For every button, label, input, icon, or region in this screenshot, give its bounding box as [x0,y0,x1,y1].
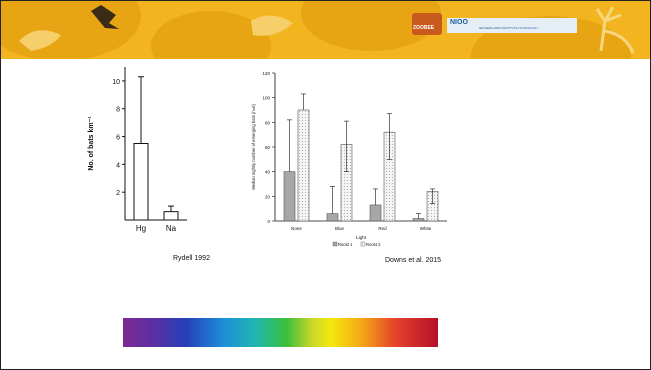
legend-swatch-roost1 [332,241,338,247]
x-tick-label: None [291,226,302,231]
x-tick-label: White [420,226,432,231]
y-tick-label: 6 [116,135,120,142]
caption-downs: Downs et al. 2015 [385,257,442,264]
bird-icon [91,5,119,29]
bar-blue-roost1 [326,213,339,222]
y-tick-label: 0 [267,219,270,224]
header-banner: ZOOBEE NIOO NETHERLANDS INSTITUTE OF ECO… [1,1,650,59]
y-tick-label: 60 [265,145,271,150]
bar-none-roost2 [297,109,310,222]
nioo-logo: NIOO NETHERLANDS INSTITUTE OF ECOLOGY [447,18,577,33]
y-tick-label: 40 [265,170,271,175]
y-tick-label: 80 [265,120,271,125]
bar-none-roost1 [283,171,296,222]
x-axis-label: Light [356,235,367,240]
x-tick-label: Red [378,226,387,231]
x-tick-label: Na [166,224,177,233]
chart-rydell: 2 4 6 8 10 No. of bats km⁻¹ Hg Na [88,67,187,233]
bar-hg [133,143,149,221]
y-tick-label: 4 [116,162,120,169]
deer-icon [595,6,635,54]
frog-icon [251,15,293,36]
caption-rydell: Rydell 1992 [173,255,210,262]
bar-red-roost1 [369,204,382,222]
zoobee-logo: ZOOBEE [412,13,442,35]
bar-white-roost1 [412,218,425,222]
banner-animal-silhouettes [19,5,635,54]
x-tick-label: Hg [136,224,146,233]
legend-swatch-roost2 [360,241,366,247]
chart-downs: 0 20 40 60 80 100 120 Median nightly number of … [251,71,447,247]
y-tick-label: 2 [116,190,120,197]
y-tick-label: 100 [262,96,270,101]
light-spectrum-bar [123,318,438,347]
y-tick-label: 10 [112,79,120,86]
legend-label-roost2: Roost 2 [366,242,381,247]
logos-strip: ZOOBEE NIOO NETHERLANDS INSTITUTE OF ECO… [412,13,580,37]
y-axis-label: No. of bats km⁻¹ [88,116,95,171]
y-tick-label: 20 [265,194,271,199]
y-tick-label: 8 [116,107,120,114]
y-tick-label: 120 [262,71,270,76]
y-axis-label: Median nightly number of emerging bats (… [251,104,256,190]
bar-na [163,211,179,221]
x-tick-label: Blue [335,226,345,231]
legend-label-roost1: Roost 1 [338,242,353,247]
fish-icon [19,30,61,51]
